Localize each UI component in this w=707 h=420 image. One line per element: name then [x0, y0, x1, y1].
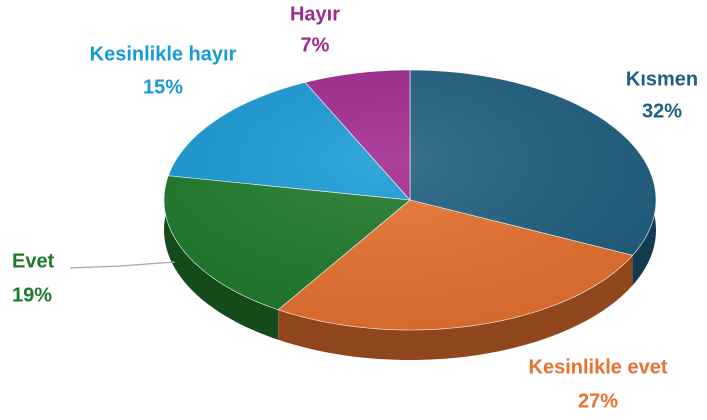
- slice-label: Hayır: [290, 3, 340, 25]
- slice-label: Kesinlikle hayır: [90, 43, 237, 65]
- leader-line: [69, 261, 176, 269]
- slice-side: [278, 255, 633, 360]
- pie-tops: [163, 69, 657, 331]
- slice-value-label: 7%: [301, 34, 330, 56]
- slice-value-label: 15%: [143, 76, 183, 98]
- slice-value-label: 32%: [642, 100, 682, 122]
- slice-value-label: 27%: [578, 390, 618, 412]
- labels: Kısmen 32% Kesinlikle evet 27% Evet 19% Kesinl…: [12, 3, 698, 412]
- slice-label: Kesinlikle evet: [529, 356, 668, 378]
- slice-label: Evet: [12, 250, 55, 272]
- slice-value-label: 19%: [12, 284, 52, 306]
- slice-label: Kısmen: [626, 68, 698, 90]
